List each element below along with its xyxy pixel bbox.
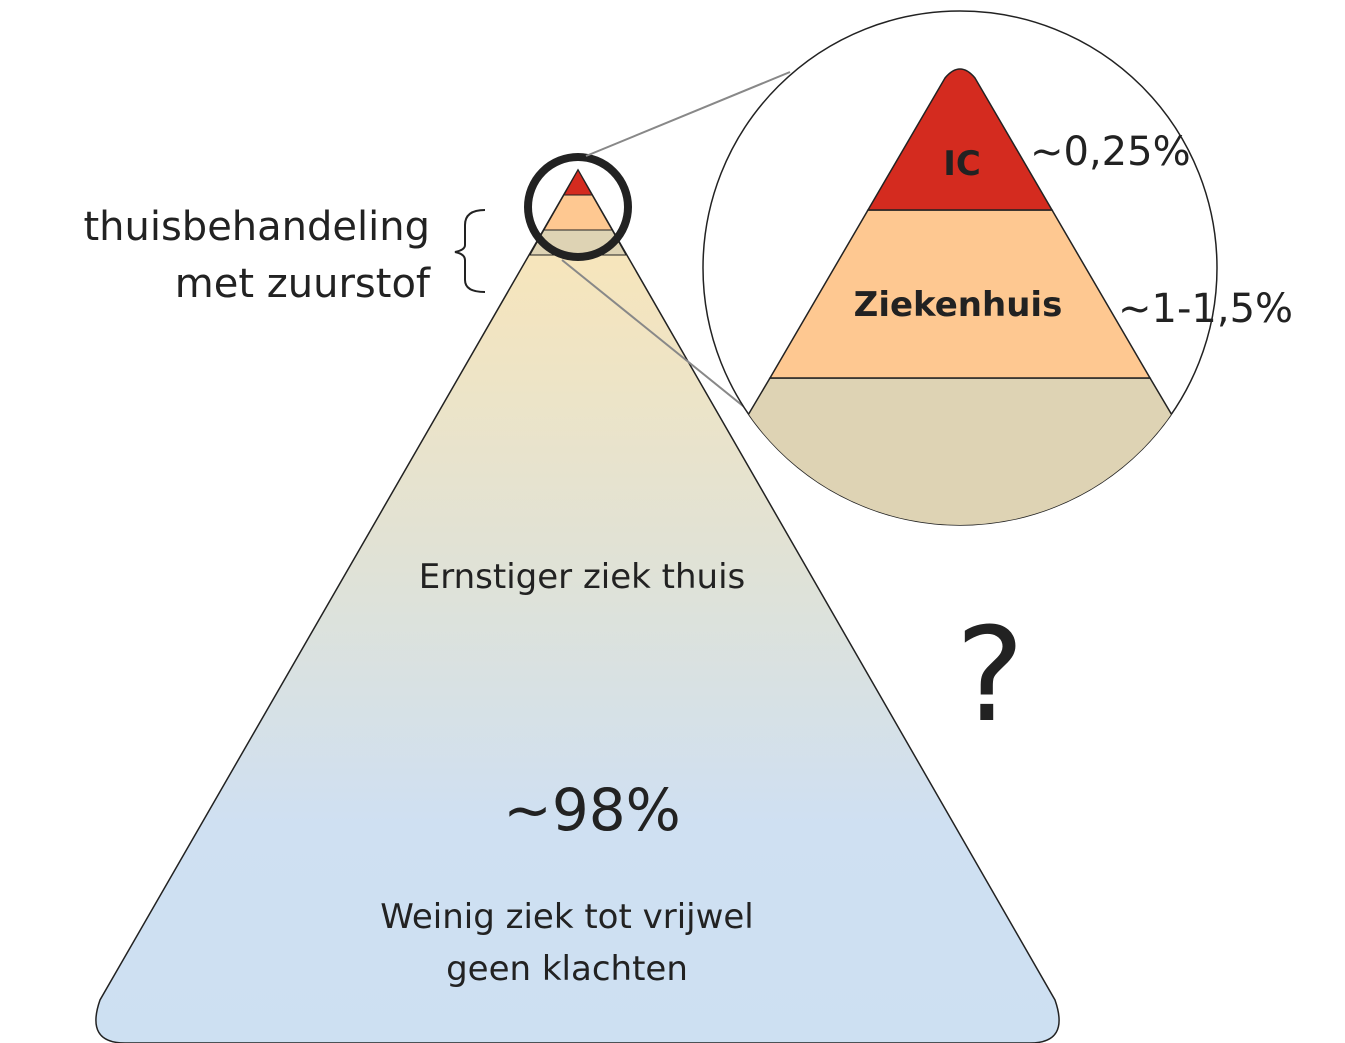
pyramid-label: Ernstiger ziek thuis (419, 557, 746, 597)
zoom-line (561, 259, 749, 411)
zoom-label: Ziekenhuis (854, 285, 1063, 325)
zoom-percent: ~0,25% (1030, 129, 1191, 175)
pyramid-label: geen klachten (446, 949, 688, 989)
small-ic (563, 168, 593, 196)
focus-ring (524, 153, 632, 261)
big-pyramid (95, 168, 1060, 1043)
pyramid-label: Weinig ziek tot vrijwel (380, 897, 754, 937)
zoom-line (585, 71, 791, 157)
left-label: met zuurstof (175, 261, 431, 307)
left-label: thuisbehandeling (83, 204, 430, 250)
small-hospital (543, 194, 613, 231)
zoom-label: IC (943, 144, 981, 184)
brace (454, 209, 486, 293)
question-mark: ? (956, 599, 1025, 751)
zoom-ic (866, 68, 1054, 211)
zoom-percent: ~1-1,5% (1118, 286, 1293, 332)
pyramid-percent: ~98% (503, 776, 681, 844)
